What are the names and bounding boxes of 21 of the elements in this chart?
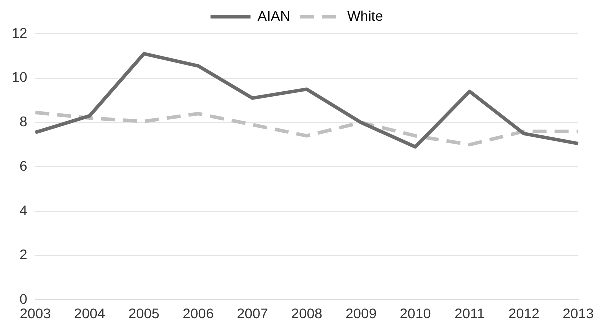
x-tick-label: 2006 xyxy=(182,305,214,322)
y-tick-label: 8 xyxy=(20,114,28,130)
legend-label: AIAN xyxy=(258,8,290,24)
x-tick-label: 2004 xyxy=(74,305,106,322)
legend-label: White xyxy=(347,8,384,24)
x-tick-label: 2010 xyxy=(400,305,432,322)
line-series xyxy=(34,111,580,147)
y-tick-label: 6 xyxy=(20,158,28,174)
x-tick-label: 2013 xyxy=(562,305,594,322)
x-tick-label: 2008 xyxy=(291,305,323,322)
y-tick-label: 10 xyxy=(12,69,28,86)
x-tick-label: 2007 xyxy=(237,305,268,322)
x-tick-label: 2011 xyxy=(454,305,486,322)
y-tick-label: 2 xyxy=(20,246,28,263)
x-tick-label: 2012 xyxy=(508,305,540,322)
y-tick-label: 12 xyxy=(12,24,28,41)
x-tick-label: 2009 xyxy=(346,305,378,322)
y-tick-label: 4 xyxy=(20,202,28,218)
x-tick-label: 2005 xyxy=(128,305,160,322)
x-tick-label: 2003 xyxy=(20,305,52,322)
y-tick-label: 0 xyxy=(20,291,28,308)
